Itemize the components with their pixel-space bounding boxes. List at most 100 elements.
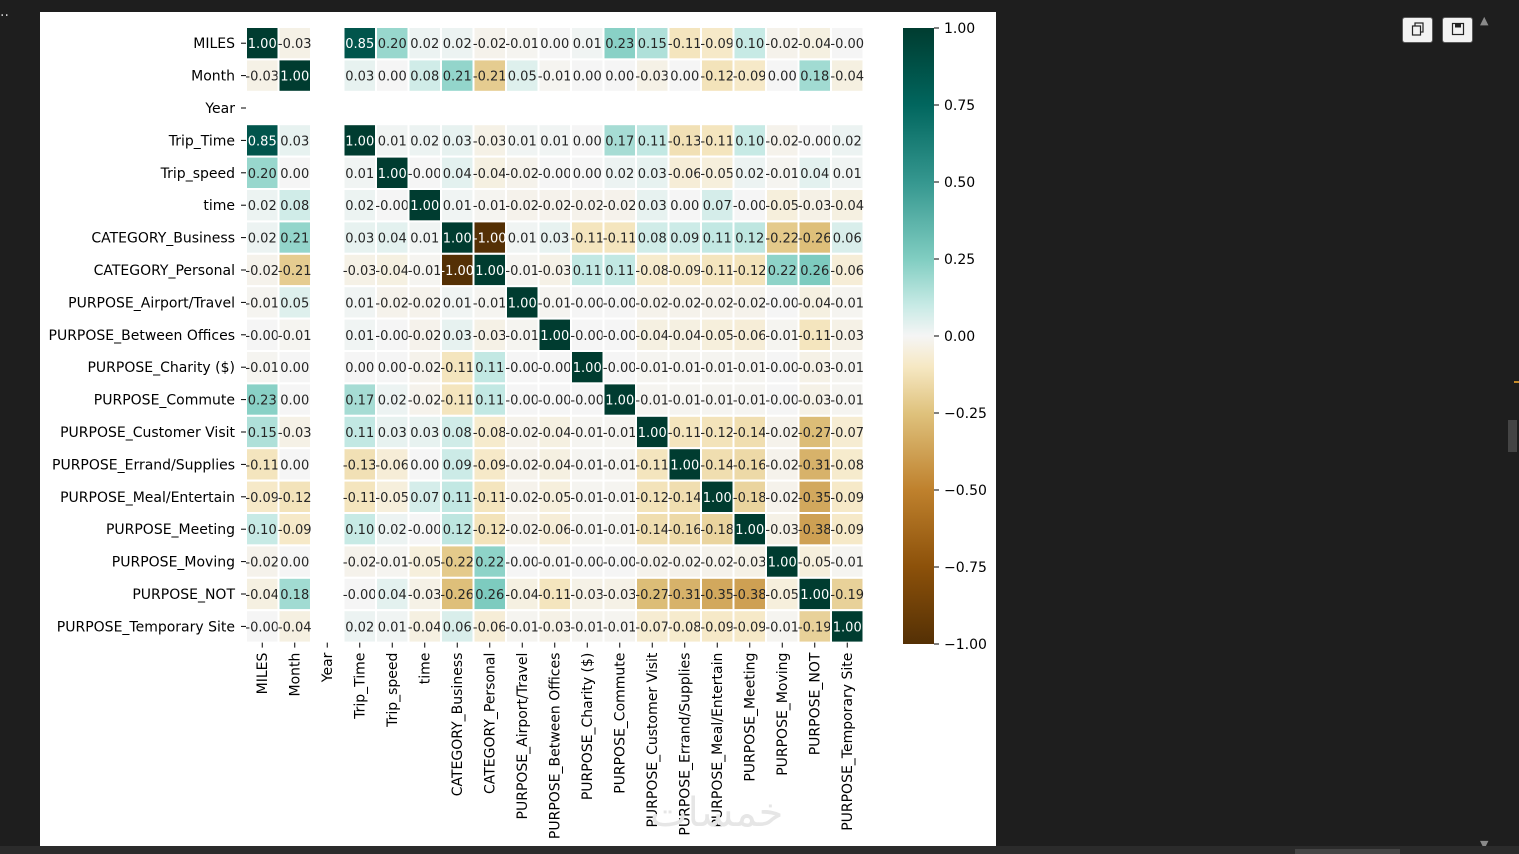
cell-value: -0.00 [765,394,799,409]
cell-value: 0.03 [280,134,309,149]
cell-value: -0.11 [603,232,637,247]
y-tick-label: PURPOSE_Meal/Entertain [60,490,235,506]
cell-value: 0.01 [573,37,602,52]
vertical-scrollbar-thumb[interactable] [1508,420,1517,452]
cell-value: -0.01 [570,523,604,538]
cell-value: 0.11 [475,394,504,409]
cell-value: -0.09 [830,491,864,506]
cell-value: -0.11 [798,329,832,344]
cell-value: 0.03 [540,232,569,247]
cell-value: 0.00 [573,167,602,182]
colorbar-tick-label: 0.50 [944,175,975,191]
cell-value: 0.01 [540,134,569,149]
cell-value: -0.02 [245,264,279,279]
cell-value: -0.02 [635,296,669,311]
cell-value: -0.12 [473,523,507,538]
cell-value: 0.00 [410,458,439,473]
cell-value: -0.00 [505,361,539,376]
cell-value: -0.04 [375,264,409,279]
cell-value: 1.00 [833,620,862,635]
cell-value: -0.14 [733,426,767,441]
cell-value: -0.01 [538,556,572,571]
cell-value: -0.00 [603,329,637,344]
cell-value: -0.08 [473,426,507,441]
cell-value: -0.12 [700,70,734,85]
horizontal-scrollbar-thumb[interactable] [1295,849,1400,854]
cell-value: 0.02 [345,620,374,635]
cell-value: -0.02 [408,296,442,311]
x-tick-label: Trip_Time [353,653,369,720]
x-tick-label: Trip_speed [385,653,401,728]
cell-value: -0.01 [538,70,572,85]
cell-value: -0.01 [733,394,767,409]
cell-value: -0.21 [473,70,507,85]
copy-button[interactable] [1402,17,1433,43]
cell-value: -0.01 [765,329,799,344]
heatmap-cell [765,609,800,644]
cell-value: 1.00 [800,588,829,603]
cell-value: 0.00 [605,70,634,85]
cell-value: -0.31 [798,458,832,473]
scroll-down-icon[interactable]: ▼ [1480,838,1489,851]
cell-value: -0.02 [765,426,799,441]
heatmap-cell [472,220,507,255]
cell-value: -0.09 [733,620,767,635]
heatmap-cell [570,188,605,223]
cell-value: 0.01 [378,620,407,635]
heatmap-cell [830,155,865,191]
horizontal-scrollbar[interactable] [0,846,1519,854]
heatmap-cell [537,188,572,223]
heatmap-cell [342,447,377,482]
x-tick-label: PURPOSE_Temporary Site [840,653,856,831]
cell-value: -0.14 [700,458,734,473]
colorbar [903,28,934,644]
cell-value: -0.18 [733,491,767,506]
cell-value: -0.12 [700,426,734,441]
cell-value: 0.01 [443,296,472,311]
cell-value: -0.09 [245,491,279,506]
save-button[interactable] [1442,17,1473,43]
cell-value: -0.00 [603,556,637,571]
cell-value: -0.01 [635,361,669,376]
heatmap-cell [732,155,767,191]
cell-value: -0.00 [765,361,799,376]
cell-value: -0.00 [505,556,539,571]
cell-value: -0.11 [668,37,702,52]
heatmap-cell [570,26,605,61]
cell-value: 0.07 [703,199,732,214]
scroll-up-icon[interactable]: ▲ [1480,14,1489,27]
cell-value: -0.04 [245,588,279,603]
cell-value: 0.15 [248,426,277,441]
cell-value: -0.00 [765,296,799,311]
cell-value: -0.01 [570,620,604,635]
heatmap-cell [635,123,670,158]
cell-value: 0.11 [475,361,504,376]
cell-value: 0.22 [475,556,504,571]
heatmap-cell [440,285,475,320]
heatmap-cell [570,155,605,191]
cell-value: -0.22 [765,232,799,247]
heatmap-cell [830,123,865,158]
cell-value: -0.11 [343,491,377,506]
cell-value: 0.00 [670,70,699,85]
cell-value: 0.11 [605,264,634,279]
cell-value: -0.01 [570,426,604,441]
cell-value: -0.02 [765,37,799,52]
cell-value: -0.11 [473,491,507,506]
cell-value: 0.10 [735,37,764,52]
cell-value: -0.01 [375,556,409,571]
cell-value: -0.06 [473,620,507,635]
cell-value: 0.10 [345,523,374,538]
heatmap-cell [830,252,865,288]
heatmap-cell [765,285,800,320]
cell-value: 0.02 [410,37,439,52]
cell-value: 0.03 [638,199,667,214]
cell-value: -0.04 [830,199,864,214]
cell-value: -0.02 [408,361,442,376]
menu-dots-icon[interactable]: .. [0,4,9,20]
cell-value: 0.03 [345,232,374,247]
cell-value: -0.00 [830,37,864,52]
cell-value: -0.11 [635,458,669,473]
heatmap-cell [342,58,377,93]
cell-value: -0.02 [505,491,539,506]
